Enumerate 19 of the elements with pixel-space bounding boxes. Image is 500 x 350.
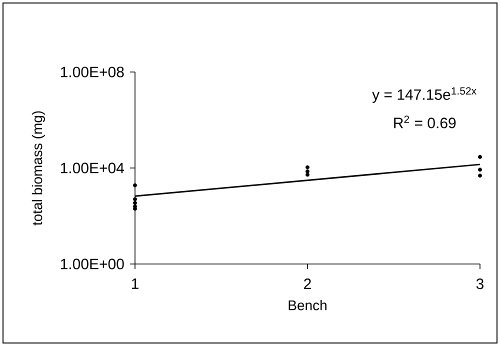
point [478,174,482,178]
y-tick-label: 1.00E+00 [60,258,124,270]
point [306,165,310,170]
x-tick-label: 1 [132,278,138,289]
point [306,169,310,174]
y-tick-label: 1.00E+04 [60,162,124,174]
point [133,183,138,188]
annotation: R$^{2}$ = 0.69 [394,116,456,128]
point [306,172,310,177]
point [133,197,138,202]
point [133,200,138,205]
x-axis-title: Bench [288,300,326,310]
point [478,154,482,159]
x-tick-label: 2 [304,278,311,289]
annotation: y = 147.15e$^{1.52x}$ [372,87,476,103]
point [478,168,482,172]
y-axis-title: total biomass (mg) [32,111,45,226]
y-tick-label: 1.00E+08 [60,66,124,78]
x-tick-label: 3 [476,278,484,290]
